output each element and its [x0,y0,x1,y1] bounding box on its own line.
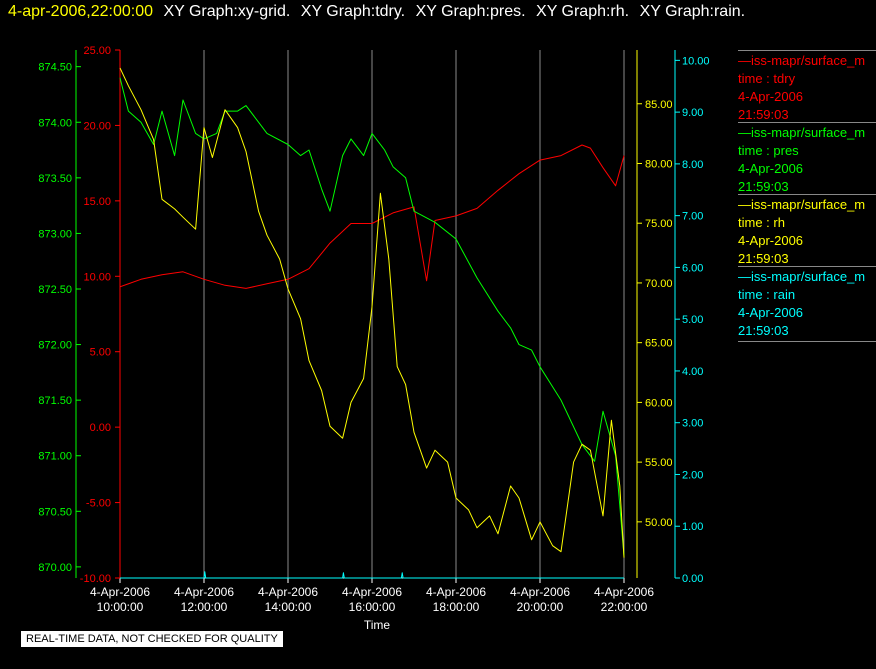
grid-lines [203,50,625,578]
pres-tick-label: 873.00 [38,228,72,240]
series-pres-line [119,77,625,556]
x-tick-label-time: 18:00:00 [433,600,480,614]
x-tick-label-time: 20:00:00 [517,600,564,614]
x-tick-label-date: 4-Apr-2006 [510,585,570,599]
rain-tick-label: 10.00 [682,55,710,67]
rh-tick-label: 70.00 [645,278,673,290]
legend-rain[interactable]: —iss-mapr/surface_m time : rain 4-Apr-20… [738,266,876,343]
rain-tick-label: 2.00 [682,469,703,481]
x-tick-label-date: 4-Apr-2006 [90,585,150,599]
rain-tick-label: 7.00 [682,211,703,223]
rh-tick-label: 65.00 [645,338,673,350]
series-rh-line [119,67,625,558]
series-lines [119,67,625,579]
tdry-tick-label: 25.00 [83,45,111,57]
rh-tick-label: 80.00 [645,158,673,170]
x-tick-label-date: 4-Apr-2006 [426,585,486,599]
x-tick-label-date: 4-Apr-2006 [594,585,654,599]
legend-date: 4-Apr-2006 [738,233,804,248]
tdry-tick-label: 20.00 [83,120,111,132]
rain-tick-label: 1.00 [682,521,703,533]
legend-source: —iss-mapr/surface_m [738,125,866,140]
x-tick-label-date: 4-Apr-2006 [342,585,402,599]
legend-rh[interactable]: —iss-mapr/surface_m time : rh 4-Apr-2006… [738,194,876,268]
legend-date: 4-Apr-2006 [738,161,804,176]
rain-tick-label: 6.00 [682,262,703,274]
x-tick-label-time: 16:00:00 [349,600,396,614]
legend-source: —iss-mapr/surface_m [738,53,866,68]
x-tick-label-time: 12:00:00 [181,600,228,614]
legend-time: 21:59:03 [738,107,789,122]
x-tick-label-date: 4-Apr-2006 [258,585,318,599]
pres-tick-label: 870.50 [38,506,72,518]
legend-pres[interactable]: —iss-mapr/surface_m time : pres 4-Apr-20… [738,122,876,196]
rain-tick-label: 5.00 [682,314,703,326]
tdry-tick-label: 15.00 [83,196,111,208]
tdry-tick-label: -5.00 [86,498,111,510]
legend-var: time : tdry [738,71,796,86]
pres-tick-label: 874.50 [38,62,72,74]
pres-tick-label: 870.00 [38,562,72,574]
rain-tick-label: 8.00 [682,159,703,171]
tdry-tick-label: -10.00 [80,573,111,585]
x-tick-label-date: 4-Apr-2006 [174,585,234,599]
header-timestamp: 4-apr-2006,22:00:00 [8,3,153,20]
x-tick-label-time: 14:00:00 [265,600,312,614]
legend-source: —iss-mapr/surface_m [738,269,866,284]
legend-var: time : rain [738,287,796,302]
legend-var: time : rh [738,215,785,230]
legend-tdry[interactable]: —iss-mapr/surface_m time : tdry 4-Apr-20… [738,50,876,124]
legend-date: 4-Apr-2006 [738,89,804,104]
legend-time: 21:59:03 [738,251,789,266]
rh-tick-label: 60.00 [645,397,673,409]
pres-tick-label: 872.50 [38,284,72,296]
legend-var: time : pres [738,143,799,158]
graph-title-pres[interactable]: XY Graph:pres. [415,3,526,20]
legend-source: —iss-mapr/surface_m [738,197,866,212]
quality-disclaimer: REAL-TIME DATA, NOT CHECKED FOR QUALITY [21,631,283,647]
rain-tick-label: 3.00 [682,418,703,430]
pres-tick-label: 873.50 [38,173,72,185]
pres-tick-label: 872.00 [38,340,72,352]
x-axis-label: Time [364,618,391,632]
tdry-tick-label: 0.00 [90,422,111,434]
rh-tick-label: 50.00 [645,517,673,529]
graph-title-rh[interactable]: XY Graph:rh. [536,3,630,20]
pres-tick-label: 871.50 [38,395,72,407]
series-tdry-line [119,144,625,289]
legend-time: 21:59:03 [738,323,789,338]
legend-time: 21:59:03 [738,179,789,194]
header: 4-apr-2006,22:00:00 XY Graph:xy-grid. XY… [8,3,745,21]
tdry-tick-label: 5.00 [90,347,111,359]
x-tick-label-time: 22:00:00 [601,600,648,614]
rh-tick-label: 75.00 [645,218,673,230]
pres-tick-label: 871.00 [38,451,72,463]
rh-tick-label: 85.00 [645,99,673,111]
tdry-tick-label: 10.00 [83,271,111,283]
rain-tick-label: 9.00 [682,107,703,119]
series-rain-line [120,571,624,579]
pres-tick-label: 874.00 [38,117,72,129]
graph-title-xy-grid[interactable]: XY Graph:xy-grid. [163,3,291,20]
graph-title-rain[interactable]: XY Graph:rain. [639,3,746,20]
graph-title-tdry[interactable]: XY Graph:tdry. [300,3,406,20]
rain-tick-label: 0.00 [682,573,703,585]
legend-date: 4-Apr-2006 [738,305,804,320]
rain-tick-label: 4.00 [682,366,703,378]
rh-tick-label: 55.00 [645,457,673,469]
axes: 4-Apr-200610:00:004-Apr-200612:00:004-Ap… [38,45,709,614]
x-tick-label-time: 10:00:00 [97,600,144,614]
